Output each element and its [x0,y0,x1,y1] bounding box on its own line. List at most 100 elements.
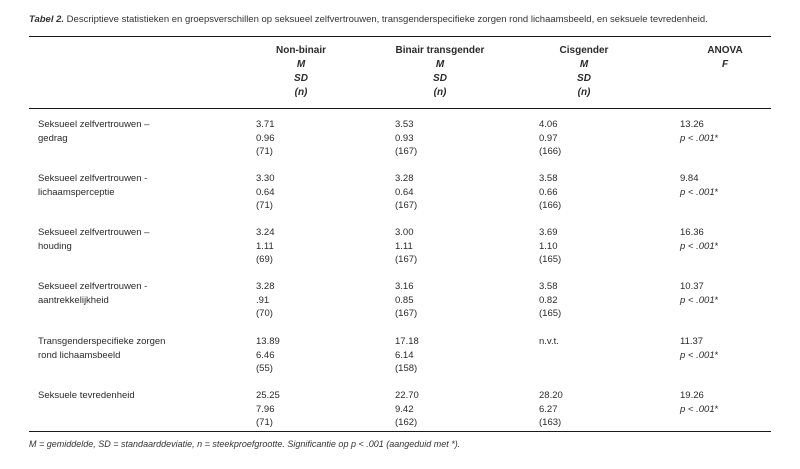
column-header-name: ANOVA [707,45,743,56]
table-cell: 3.30 0.64 (71) [256,172,346,213]
cell-value: 7.96 [256,403,275,415]
cell-value: 0.93 [395,132,414,144]
row-label-line: gedrag [38,132,68,144]
cell-value: 3.71 [256,119,275,130]
cell-value: 3.24 [256,227,275,238]
anova-f-value: 16.36 [680,227,704,238]
anova-f-value: 19.26 [680,390,704,401]
cell-value: 3.58 [539,173,558,184]
table-cell: 3.28 0.64 (167) [395,172,485,213]
table-cell: n.v.t. [539,335,629,349]
cell-value: 22.70 [395,390,419,401]
cell-value: 6.27 [539,403,558,415]
anova-cell: 10.37 p < .001* [680,280,770,307]
table-cell: 22.70 9.42 (162) [395,389,485,430]
table-top-rule [29,36,771,38]
cell-value: 3.53 [395,119,414,130]
anova-f-value: 11.37 [680,336,704,347]
anova-p-value: p < .001* [680,186,770,200]
table-cell: 17.18 6.14 (158) [395,335,485,376]
row-label-line: rond lichaamsbeeld [38,349,121,361]
cell-value: 3.00 [395,227,414,238]
anova-f-value: 10.37 [680,281,704,292]
table-cell: 3.28 .91 (70) [256,280,346,321]
cell-value: (167) [395,146,418,157]
cell-value: (158) [395,363,418,374]
column-header-name: Binair transgender [395,45,485,56]
cell-value: 3.28 [256,281,275,292]
cell-value: 1.11 [395,240,413,252]
row-label-line: Seksueel zelfvertrouwen - [38,173,148,184]
column-header: Non-binair M SD (n) [231,44,371,100]
table-cell: 3.24 1.11 (69) [256,226,346,267]
anova-p-text: p < .001 [680,349,715,361]
anova-cell: 19.26 p < .001* [680,389,770,416]
cell-value: 1.10 [539,240,558,252]
column-header-statistic: M [435,59,445,70]
row-label-line: Seksueel zelfvertrouwen – [38,227,150,238]
cell-value: 3.69 [539,227,558,238]
column-header-name: Non-binair [276,45,326,56]
cell-value: .91 [256,294,270,306]
row-label: Seksuele tevredenheid [38,389,208,403]
cell-value: (167) [395,308,418,319]
cell-value: 0.64 [256,186,275,198]
table-caption-text: Descriptieve statistieken en groepsversc… [64,14,708,25]
cell-value: 28.20 [539,390,563,401]
anova-cell: 11.37 p < .001* [680,335,770,362]
row-label-line: Seksueel zelfvertrouwen – [38,119,150,130]
row-label: Transgenderspecifieke zorgen rond lichaam… [38,335,208,362]
cell-value: (167) [395,254,418,265]
table-cell: 4.06 0.97 (166) [539,118,629,159]
column-header-statistic: M [579,59,589,70]
column-header-statistic: SD [577,73,591,84]
table-cell: 3.00 1.11 (167) [395,226,485,267]
anova-f-value: 9.84 [680,173,699,184]
cell-value: (165) [539,254,562,265]
row-label-line: aantrekkelijkheid [38,294,109,306]
cell-value: (163) [539,417,562,428]
row-label-line: Seksueel zelfvertrouwen - [38,281,148,292]
column-header-name: Cisgender [559,45,609,56]
anova-p-text: p < .001 [680,294,715,306]
cell-value: (71) [256,146,273,157]
anova-p-value: p < .001* [680,294,770,308]
cell-value: 6.46 [256,349,275,361]
row-label-line: Seksuele tevredenheid [38,390,135,401]
cell-value: (69) [256,254,273,265]
cell-value: (167) [395,200,418,211]
cell-value: (55) [256,363,273,374]
row-label-line: lichaamsperceptie [38,186,115,198]
column-header-statistic: F [721,59,729,70]
anova-p-value: p < .001* [680,132,770,146]
anova-p-value: p < .001* [680,240,770,254]
cell-value: 25.25 [256,390,280,401]
table-header-rule [29,108,771,109]
cell-value: (165) [539,308,562,319]
column-header: ANOVA F [655,44,795,72]
row-label-line: houding [38,240,72,252]
row-label: Seksueel zelfvertrouwen – gedrag [38,118,208,145]
significance-star: * [714,186,719,198]
row-label: Seksueel zelfvertrouwen - aantrekkelijkhe… [38,280,208,307]
column-header-statistic: SD [433,73,447,84]
anova-cell: 9.84 p < .001* [680,172,770,199]
table-footnote: M = gemiddelde, SD = standaarddeviatie, … [29,439,461,449]
column-header-statistic: (n) [433,87,447,98]
column-header-statistic: SD [294,73,308,84]
cell-value: 3.30 [256,173,275,184]
cell-value: 17.18 [395,336,419,347]
significance-star: * [714,403,719,415]
anova-p-text: p < .001 [680,403,715,415]
column-header: Cisgender M SD (n) [514,44,654,100]
anova-p-value: p < .001* [680,349,770,363]
cell-value: (166) [539,200,562,211]
cell-value: 3.16 [395,281,414,292]
column-header-statistic: M [296,59,306,70]
table-cell: 3.58 0.82 (165) [539,280,629,321]
anova-cell: 13.26 p < .001* [680,118,770,145]
cell-value: 0.97 [539,132,558,144]
row-label: Seksueel zelfvertrouwen - lichaamspercept… [38,172,208,199]
row-label-line: Transgenderspecifieke zorgen [38,336,166,347]
column-header-statistic: (n) [577,87,591,98]
